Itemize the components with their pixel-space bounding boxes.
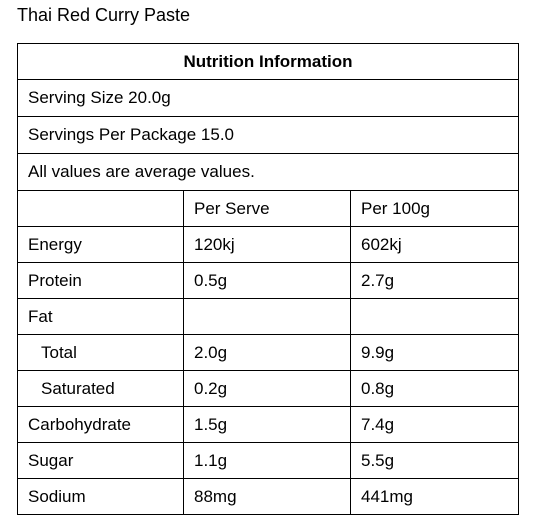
per-100g-value: 5.5g	[349, 442, 520, 479]
per-100g-value: 2.7g	[349, 262, 520, 299]
per-serve-value: 2.0g	[183, 334, 351, 371]
table-heading: Nutrition Information	[16, 43, 520, 80]
product-title: Thai Red Curry Paste	[17, 5, 191, 25]
per-serve-value: 88mg	[183, 478, 351, 515]
per-100g-value: 0.8g	[349, 370, 520, 407]
per-100g-value	[349, 298, 520, 335]
table-row: Sugar 1.1g 5.5g	[17, 442, 520, 479]
nutrient-label: Fat	[17, 298, 184, 335]
table-heading-row: Nutrition Information	[16, 43, 520, 80]
column-header-empty	[17, 190, 184, 227]
table-row: Energy 120kj 602kj	[17, 226, 520, 263]
table-row: Protein 0.5g 2.7g	[17, 262, 520, 299]
per-serve-value: 1.5g	[183, 406, 351, 443]
table-row: Fat	[17, 298, 520, 335]
per-100g-value: 602kj	[349, 226, 520, 263]
average-values-note: All values are average values.	[16, 153, 520, 191]
table-row: Saturated 0.2g 0.8g	[17, 370, 520, 407]
nutrient-label: Saturated	[17, 370, 184, 407]
nutrient-rows: Energy 120kj 602kj Protein 0.5g 2.7g Fat Total 2…	[17, 226, 520, 515]
table-row: Carbohydrate 1.5g 7.4g	[17, 406, 520, 443]
nutrient-label: Protein	[17, 262, 184, 299]
per-serve-value: 1.1g	[183, 442, 351, 479]
nutrient-label: Energy	[17, 226, 184, 263]
servings-per-package: Servings Per Package 15.0	[16, 116, 520, 154]
nutrient-label: Sodium	[17, 478, 184, 515]
per-serve-value: 0.2g	[183, 370, 351, 407]
nutrient-label: Total	[17, 334, 184, 371]
nutrition-table: Nutrition Information Serving Size 20.0g…	[16, 43, 520, 515]
average-values-note-row: All values are average values.	[16, 153, 520, 191]
per-100g-value: 441mg	[349, 478, 520, 515]
nutrient-label: Sugar	[17, 442, 184, 479]
per-100g-value: 7.4g	[349, 406, 520, 443]
per-serve-value	[183, 298, 351, 335]
per-100g-value: 9.9g	[349, 334, 520, 371]
serving-size-row: Serving Size 20.0g	[16, 79, 520, 117]
servings-per-package-row: Servings Per Package 15.0	[16, 116, 520, 154]
table-row: Total 2.0g 9.9g	[17, 334, 520, 371]
table-row: Sodium 88mg 441mg	[17, 478, 520, 515]
column-header-row: Per Serve Per 100g	[17, 190, 520, 227]
nutrient-label: Carbohydrate	[17, 406, 184, 443]
column-header-per-serve: Per Serve	[183, 190, 351, 227]
per-serve-value: 120kj	[183, 226, 351, 263]
serving-size: Serving Size 20.0g	[16, 79, 520, 117]
column-header-per-100g: Per 100g	[349, 190, 520, 227]
per-serve-value: 0.5g	[183, 262, 351, 299]
